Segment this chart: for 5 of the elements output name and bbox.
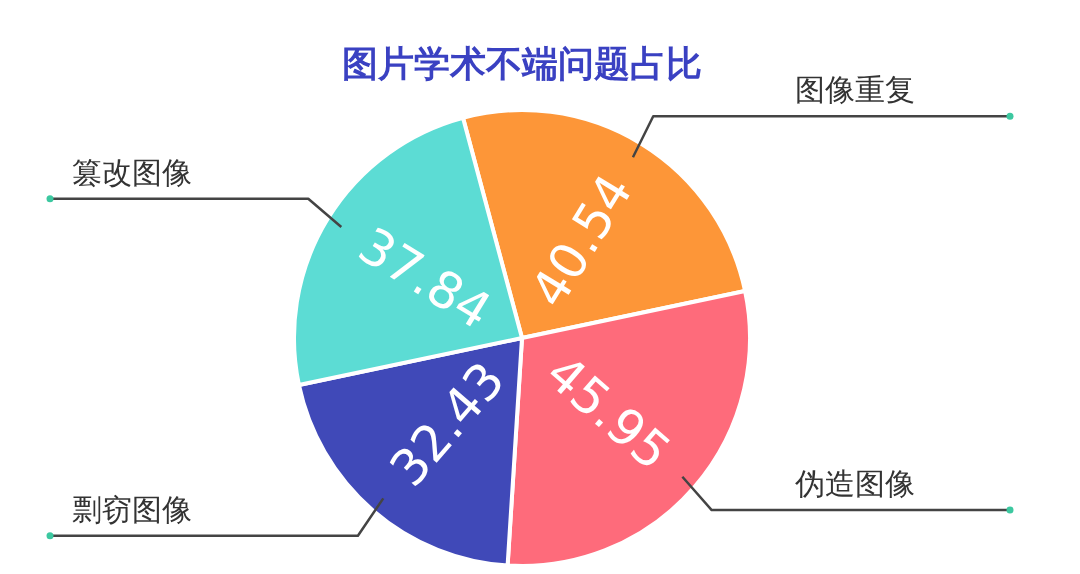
slice-label: 篡改图像 [72,154,192,190]
slice-label: 剽窃图像 [72,491,192,527]
slice-label: 图像重复 [795,72,915,108]
chart-title: 图片学术不端问题占比 [342,43,702,84]
slice-label: 伪造图像 [795,466,915,502]
